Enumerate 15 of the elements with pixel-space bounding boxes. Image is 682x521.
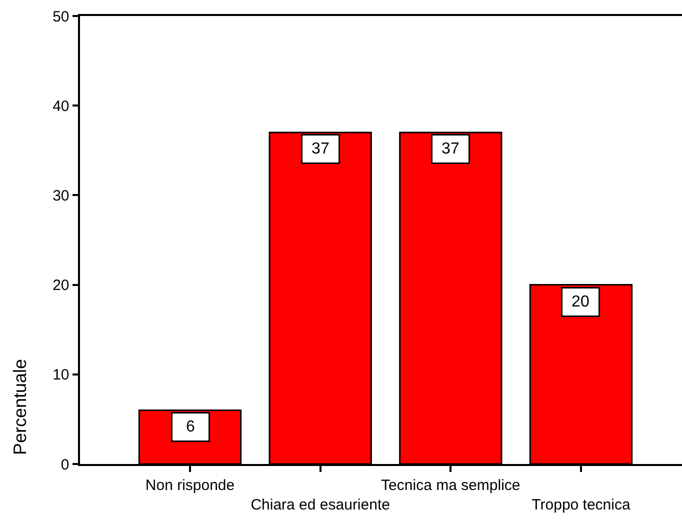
data-label: 20 — [572, 294, 590, 310]
y-tick-label: 40 — [52, 98, 70, 115]
y-tick-label: 10 — [52, 366, 70, 384]
x-tick-label: Chiara ed esauriente — [250, 496, 390, 514]
x-tick-label: Non risponde — [145, 476, 235, 494]
x-tick-label: Troppo tecnica — [532, 496, 631, 514]
y-tick-label: 50 — [52, 8, 70, 26]
data-label: 37 — [312, 140, 330, 158]
y-tick-label: 30 — [52, 187, 70, 204]
data-label: 6 — [186, 418, 195, 436]
data-label: 37 — [442, 140, 460, 158]
x-tick-label: Tecnica ma semplice — [381, 476, 520, 494]
y-axis-title: Percentuale — [10, 358, 30, 455]
y-tick-label: 20 — [52, 277, 70, 294]
y-tick-label: 0 — [60, 456, 70, 474]
